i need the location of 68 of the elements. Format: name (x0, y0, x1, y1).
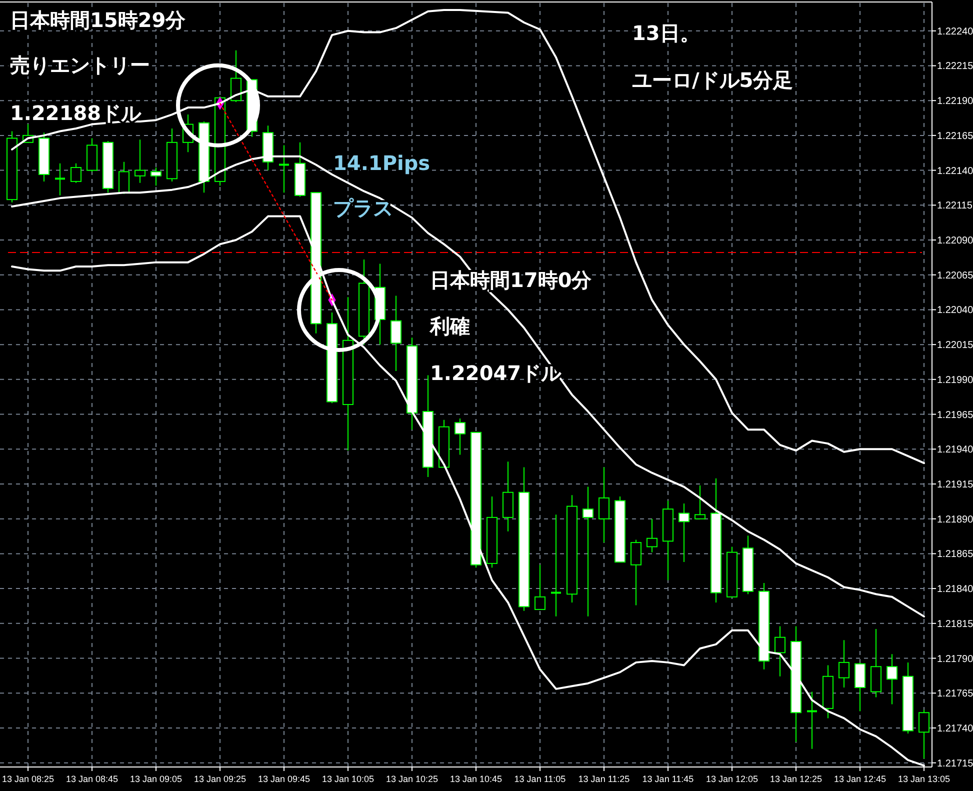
y-tick-label: 1.21965 (937, 410, 973, 421)
x-tick-label: 13 Jan 10:25 (386, 774, 438, 784)
candlestick (678, 503, 690, 563)
annotation: 13日。 (632, 21, 700, 45)
y-tick-label: 1.22115 (937, 200, 973, 212)
y-tick-label: 1.21990 (937, 374, 973, 386)
annotation: 利確 (429, 314, 470, 338)
candlestick (454, 418, 466, 456)
candlestick (150, 167, 162, 186)
line-series (11, 8, 925, 464)
x-tick-label: 13 Jan 11:45 (642, 774, 694, 784)
x-tick-label: 13 Jan 12:05 (706, 774, 758, 784)
y-tick-label: 1.21940 (937, 444, 973, 456)
x-tick-label: 13 Jan 09:05 (130, 774, 182, 784)
annotation: 日本時間15時29分 (10, 8, 187, 32)
y-tick-label: 1.22140 (937, 166, 973, 177)
annotation: 1.22188ドル (10, 101, 142, 125)
y-tick-label: 1.21840 (937, 584, 973, 596)
candlestick (278, 144, 290, 194)
candlestick (550, 514, 562, 617)
x-tick-label: 13 Jan 10:45 (450, 774, 502, 784)
y-tick-label: 1.21790 (937, 654, 973, 665)
candlestick (854, 662, 866, 712)
candlestick (694, 484, 706, 520)
y-tick-label: 1.22090 (937, 236, 973, 247)
candlestick (534, 564, 546, 610)
candlestick (630, 539, 642, 606)
x-tick-label: 13 Jan 08:25 (2, 774, 54, 784)
x-tick-label: 13 Jan 09:25 (194, 774, 246, 784)
y-tick-label: 1.21740 (937, 723, 973, 734)
candlestick (390, 295, 402, 372)
x-tick-label: 13 Jan 12:25 (770, 774, 822, 784)
x-tick-label: 13 Jan 08:45 (66, 774, 118, 784)
y-tick-label: 1.22190 (937, 96, 973, 108)
candlestick (646, 518, 658, 553)
x-tick-label: 13 Jan 11:25 (578, 774, 630, 784)
y-tick-label: 1.22040 (937, 305, 973, 316)
y-tick-label: 1.22215 (937, 61, 973, 72)
candlestick (918, 709, 930, 760)
y-tick-label: 1.21915 (937, 479, 973, 490)
candlestick (582, 486, 594, 617)
y-tick-label: 1.21815 (937, 618, 973, 630)
x-tick-label: 13 Jan 09:45 (258, 774, 310, 784)
x-tick-label: 13 Jan 10:05 (322, 774, 374, 784)
x-tick-label: 13 Jan 13:05 (898, 774, 950, 784)
candlestick (54, 162, 66, 196)
candlestick (134, 139, 146, 184)
y-tick-label: 1.22165 (937, 130, 973, 142)
candlestick (774, 626, 786, 677)
annotation: 14.1Pips (333, 151, 430, 175)
candlestick (598, 466, 610, 544)
y-tick-label: 1.22065 (937, 270, 973, 282)
y-tick-label: 1.21765 (937, 688, 973, 700)
y-tick-label: 1.21865 (937, 549, 973, 560)
y-tick-label: 1.22240 (937, 26, 973, 38)
candlestick (886, 654, 898, 705)
y-tick-label: 1.21890 (937, 514, 973, 526)
x-tick-label: 13 Jan 11:05 (514, 774, 566, 784)
annotation: ユーロ/ドル5分足 (632, 68, 794, 92)
annotation: 売りエントリー (10, 53, 150, 77)
candlestick (230, 50, 242, 102)
candlestick (118, 161, 130, 194)
candlestick (806, 691, 818, 750)
x-tick-label: 13 Jan 12:45 (834, 774, 886, 784)
candlestick (70, 162, 82, 184)
candlestick (838, 640, 850, 688)
y-tick-label: 1.21715 (937, 758, 973, 770)
y-tick-label: 1.22015 (937, 340, 973, 352)
